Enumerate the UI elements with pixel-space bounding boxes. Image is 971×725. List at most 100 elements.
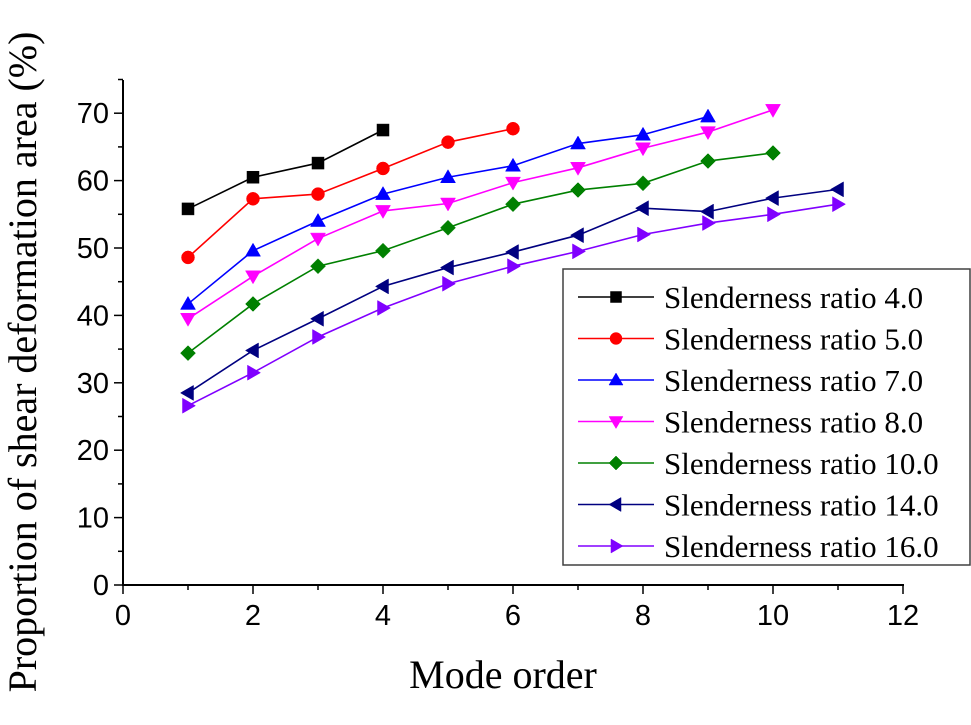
- x-tick-label: 10: [757, 600, 789, 632]
- series-line: [187, 127, 514, 259]
- circle-marker: [441, 135, 455, 149]
- legend-item: Slenderness ratio 5.0: [578, 322, 923, 357]
- triangle-left-marker: [829, 181, 844, 198]
- legend: Slenderness ratio 4.0 Slenderness ratio 5…: [562, 268, 971, 566]
- circle-marker: [609, 332, 623, 345]
- triangle-up-marker: [635, 126, 651, 141]
- triangle-left-marker: [244, 342, 259, 359]
- y-tick-label: 40: [77, 300, 109, 332]
- triangle-right-marker: [182, 397, 197, 414]
- diamond-marker: [608, 455, 624, 471]
- triangle-down-marker: [608, 416, 624, 429]
- series-slenderness-ratio-8-0: [180, 104, 781, 327]
- circle-marker: [181, 250, 195, 265]
- x-tick-label: 4: [375, 600, 391, 632]
- y-tick-label: 70: [77, 98, 109, 130]
- triangle-right-marker: [610, 538, 624, 554]
- triangle-down-marker: [700, 126, 716, 141]
- triangle-up-marker: [375, 186, 391, 200]
- series-slenderness-ratio-4-0: [181, 123, 390, 216]
- square-marker: [311, 156, 325, 170]
- circle-marker: [246, 192, 260, 206]
- series-slenderness-ratio-16-0: [182, 196, 847, 414]
- triangle-left-marker: [439, 259, 454, 276]
- triangle-right-marker: [247, 364, 262, 381]
- triangle-up-marker: [245, 242, 261, 257]
- square-marker: [610, 291, 622, 303]
- triangle-down-marker: [635, 142, 651, 157]
- triangle-left-marker: [569, 227, 584, 244]
- triangle-right-marker: [312, 329, 327, 345]
- triangle-right-marker: [637, 226, 652, 243]
- series-slenderness-ratio-14-0: [179, 181, 844, 401]
- diamond-marker: [180, 345, 196, 361]
- diamond-marker: [700, 153, 716, 169]
- triangle-right-marker: [507, 258, 522, 275]
- triangle-left-marker: [634, 200, 649, 217]
- axes: 0 10 20 30 40 50 60 70 0 2 4 6 8 10 12: [77, 78, 919, 632]
- x-tick-label: 12: [887, 600, 919, 632]
- triangle-up-marker: [700, 108, 716, 123]
- y-tick-label: 10: [77, 503, 109, 535]
- legend-label: Slenderness ratio 10.0: [664, 446, 939, 481]
- series-line: [187, 129, 384, 210]
- plot-series: [179, 104, 847, 414]
- triangle-down-marker: [375, 205, 391, 219]
- legend-item: Slenderness ratio 14.0: [578, 488, 939, 523]
- triangle-up-marker: [180, 295, 196, 310]
- diamond-marker: [505, 196, 521, 213]
- circle-marker: [506, 121, 520, 136]
- square-marker: [181, 202, 195, 216]
- circle-marker: [376, 161, 390, 176]
- diamond-marker: [570, 182, 586, 198]
- legend-label: Slenderness ratio 4.0: [664, 280, 923, 315]
- triangle-right-marker: [377, 300, 392, 316]
- triangle-left-marker: [764, 190, 779, 207]
- series-line: [187, 152, 774, 354]
- legend-item: Slenderness ratio 16.0: [578, 529, 939, 564]
- x-tick-label: 6: [505, 600, 521, 632]
- triangle-left-marker: [374, 278, 389, 295]
- square-marker: [246, 170, 260, 184]
- circle-marker: [311, 187, 325, 201]
- x-tick-label: 8: [635, 600, 651, 632]
- triangle-left-marker: [699, 203, 714, 220]
- triangle-left-marker: [608, 497, 622, 512]
- diamond-marker: [310, 258, 326, 275]
- triangle-right-marker: [572, 243, 587, 260]
- diamond-marker: [765, 145, 781, 161]
- triangle-right-marker: [442, 275, 457, 292]
- legend-item: Slenderness ratio 8.0: [578, 405, 923, 440]
- triangle-left-marker: [179, 384, 194, 401]
- triangle-up-marker: [608, 372, 624, 386]
- x-tick-label: 0: [115, 600, 131, 632]
- legend-label: Slenderness ratio 14.0: [664, 488, 939, 523]
- series-slenderness-ratio-7-0: [180, 108, 716, 310]
- y-axis-title: Proportion of shear deformation area (%): [0, 32, 45, 693]
- triangle-up-marker: [505, 157, 521, 172]
- legend-label: Slenderness ratio 16.0: [664, 529, 939, 564]
- y-tick-label: 50: [77, 233, 109, 265]
- triangle-up-marker: [570, 135, 586, 150]
- triangle-left-marker: [504, 244, 519, 260]
- triangle-down-marker: [570, 162, 586, 176]
- series-slenderness-ratio-5-0: [181, 121, 520, 265]
- diamond-marker: [440, 219, 456, 236]
- triangle-down-marker: [765, 104, 781, 118]
- legend-item: Slenderness ratio 7.0: [578, 363, 923, 398]
- triangle-down-marker: [440, 197, 456, 212]
- legend-label: Slenderness ratio 7.0: [664, 363, 923, 398]
- triangle-right-marker: [767, 206, 782, 223]
- series-slenderness-ratio-10-0: [180, 145, 781, 361]
- x-axis-title: Mode order: [409, 652, 597, 697]
- triangle-down-marker: [180, 313, 196, 327]
- triangle-down-marker: [245, 270, 261, 285]
- diamond-marker: [635, 175, 651, 192]
- legend-item: Slenderness ratio 10.0: [578, 446, 939, 481]
- triangle-left-marker: [309, 310, 324, 327]
- y-tick-label: 30: [77, 368, 109, 400]
- triangle-down-marker: [505, 176, 521, 191]
- y-tick-label: 0: [93, 570, 109, 602]
- y-tick-label: 20: [77, 435, 109, 467]
